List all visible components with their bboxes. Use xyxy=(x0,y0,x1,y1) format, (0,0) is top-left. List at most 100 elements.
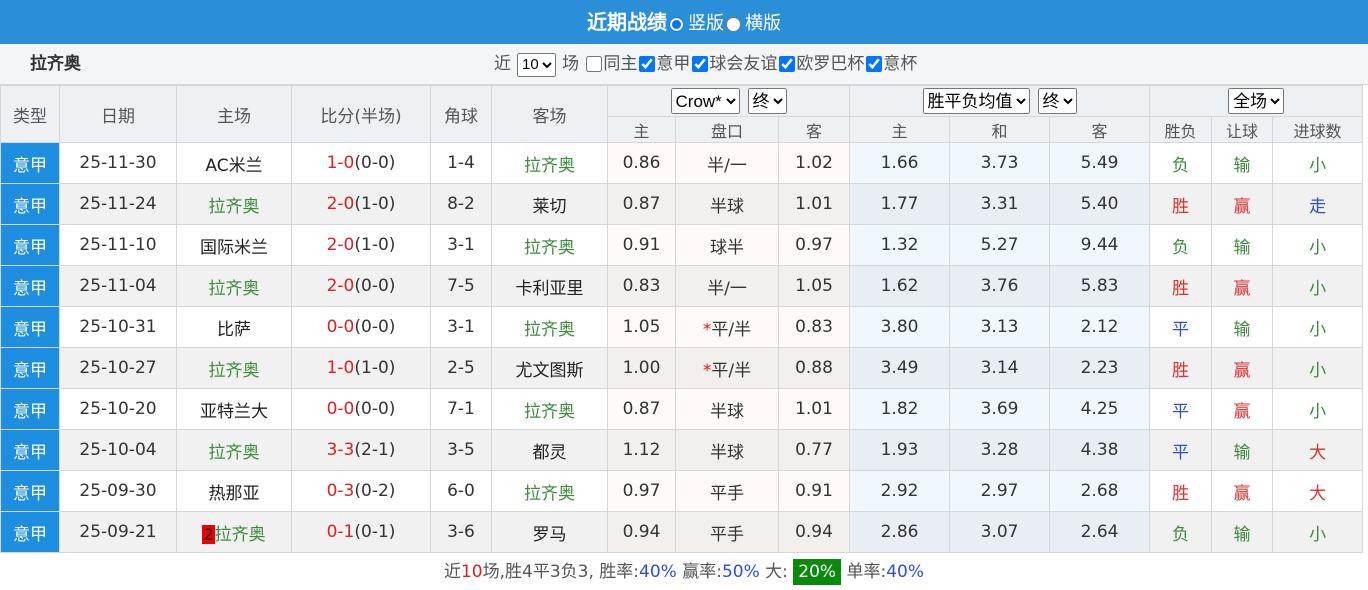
corners: 3-6 xyxy=(430,511,492,553)
company-select[interactable]: Crow* xyxy=(670,88,740,114)
filter-label: 球会友谊 xyxy=(709,54,778,74)
corners: 2-5 xyxy=(430,347,492,389)
home-team: 热那亚 xyxy=(176,470,292,512)
goals: 小 xyxy=(1272,511,1364,553)
result: 负 xyxy=(1149,224,1213,266)
stage-select[interactable]: 终 xyxy=(1037,88,1077,114)
result: 负 xyxy=(1149,142,1213,184)
rows: 意甲 25-11-30 AC米兰 1-0(0-0) 1-4 拉齐奥 0.86 半/一 1.02 1… xyxy=(0,142,1364,553)
score: 0-0(0-0) xyxy=(291,388,431,430)
handicap: 平手 xyxy=(675,511,779,553)
handicap: 平手 xyxy=(675,470,779,512)
goals: 小 xyxy=(1272,224,1364,266)
euro-header: 胜平负均值终 xyxy=(849,85,1151,117)
match-row: 意甲 25-11-10 国际米兰 2-0(1-0) 3-1 拉齐奥 0.91 球半 0.97 1.… xyxy=(0,224,1364,266)
layout-label: 横版 xyxy=(745,13,781,34)
goals: 小 xyxy=(1272,388,1364,430)
full-score: 1-0 xyxy=(326,153,355,173)
home-team: 拉齐奥 xyxy=(176,265,292,307)
corners: 1-4 xyxy=(430,142,492,184)
euro-draw: 3.13 xyxy=(949,306,1051,348)
column-header: 主场 xyxy=(176,85,292,143)
date: 25-09-30 xyxy=(59,470,177,512)
summary-part: 20% xyxy=(793,559,842,585)
result: 负 xyxy=(1149,511,1213,553)
score: 2-0(1-0) xyxy=(291,183,431,225)
full-score: 0-1 xyxy=(326,522,355,542)
filter-checkbox[interactable] xyxy=(866,56,883,72)
layout-label: 竖版 xyxy=(688,13,724,34)
goals: 小 xyxy=(1272,142,1364,184)
goals: 走 xyxy=(1272,183,1364,225)
subcolumn-header: 客 xyxy=(777,116,851,143)
score: 2-0(1-0) xyxy=(291,224,431,266)
period-select[interactable]: 全场 xyxy=(1228,88,1285,114)
handicap-text: 半/一 xyxy=(707,155,747,176)
score: 0-1(0-1) xyxy=(291,511,431,553)
subcolumn-header: 和 xyxy=(949,116,1051,143)
away-team: 拉齐奥 xyxy=(491,142,608,184)
asian-header: Crow* 终 xyxy=(606,85,851,117)
filter-checkbox[interactable] xyxy=(692,56,709,72)
company-select[interactable]: 胜平负均值 xyxy=(922,88,1030,114)
euro-home: 1.66 xyxy=(849,142,951,184)
asian-away: 0.97 xyxy=(777,224,851,266)
handicap: 半球 xyxy=(675,388,779,430)
filter-checkbox[interactable] xyxy=(586,56,603,72)
score: 2-0(0-0) xyxy=(291,265,431,307)
competition: 意甲 xyxy=(0,470,60,512)
euro-draw: 3.28 xyxy=(949,429,1051,471)
asian-away: 1.01 xyxy=(777,388,851,430)
asian-home: 0.94 xyxy=(607,511,676,553)
spread: 输 xyxy=(1211,224,1274,266)
team: 拉齐奥 xyxy=(208,196,260,217)
competition: 意甲 xyxy=(0,183,60,225)
layout-radio[interactable] xyxy=(726,16,741,32)
date: 25-10-31 xyxy=(59,306,177,348)
away-team: 拉齐奥 xyxy=(491,306,608,348)
asian-away: 0.91 xyxy=(777,470,851,512)
competition: 意甲 xyxy=(0,511,60,553)
goals: 大 xyxy=(1272,470,1364,512)
half-score: (1-0) xyxy=(354,358,396,378)
handicap: 半球 xyxy=(675,183,779,225)
filter-checkbox[interactable] xyxy=(639,56,656,72)
goals: 小 xyxy=(1272,265,1364,307)
handicap: 半球 xyxy=(675,429,779,471)
corners: 8-2 xyxy=(430,183,492,225)
match-row: 意甲 25-10-20 亚特兰大 0-0(0-0) 7-1 拉齐奥 0.87 半球 1.01 1.… xyxy=(0,388,1364,430)
filter-checkbox[interactable] xyxy=(779,56,796,72)
asian-away: 1.05 xyxy=(777,265,851,307)
team-name: 拉齐奥 xyxy=(30,54,81,74)
spread: 赢 xyxy=(1211,265,1274,307)
euro-home: 1.93 xyxy=(849,429,951,471)
date: 25-11-24 xyxy=(59,183,177,225)
home-team: 国际米兰 xyxy=(176,224,292,266)
date: 25-10-04 xyxy=(59,429,177,471)
competition: 意甲 xyxy=(0,224,60,266)
handicap: 半/一 xyxy=(675,142,779,184)
match-row: 意甲 25-10-04 拉齐奥 3-3(2-1) 3-5 都灵 1.12 半球 0.77 1.93… xyxy=(0,429,1364,471)
half-score: (0-2) xyxy=(354,481,396,501)
handicap-text: 平手 xyxy=(710,483,744,504)
layout-radio[interactable] xyxy=(669,16,684,32)
score: 3-3(2-1) xyxy=(291,429,431,471)
full-score: 0-0 xyxy=(326,317,355,337)
euro-draw: 3.76 xyxy=(949,265,1051,307)
match-row: 意甲 25-09-21 2拉齐奥 0-1(0-1) 3-6 罗马 0.94 平手 0.94 2.8… xyxy=(0,511,1364,553)
full-score: 0-3 xyxy=(326,481,355,501)
result: 胜 xyxy=(1149,347,1213,389)
score: 1-0(1-0) xyxy=(291,347,431,389)
euro-home: 1.77 xyxy=(849,183,951,225)
euro-away: 5.40 xyxy=(1049,183,1151,225)
euro-home: 2.86 xyxy=(849,511,951,553)
spread: 赢 xyxy=(1211,347,1274,389)
handicap: 半/一 xyxy=(675,265,779,307)
half-score: (0-0) xyxy=(354,153,396,173)
handicap: *平/半 xyxy=(675,306,779,348)
stage-select[interactable]: 终 xyxy=(747,88,787,114)
handicap-text: 平手 xyxy=(710,524,744,545)
competition: 意甲 xyxy=(0,142,60,184)
goals: 小 xyxy=(1272,347,1364,389)
recent-count-select[interactable]: 10 xyxy=(517,52,556,77)
